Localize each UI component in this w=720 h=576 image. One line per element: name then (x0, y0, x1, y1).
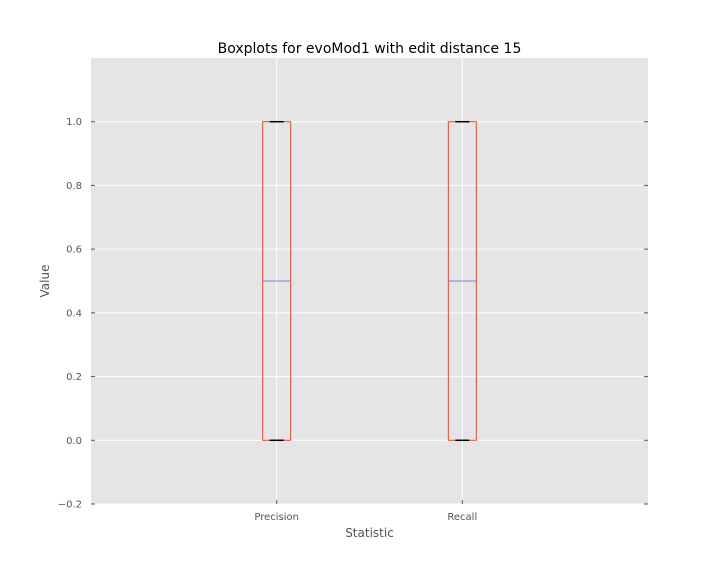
y-tick-label: −0.2 (58, 500, 82, 511)
y-tick-label: 0.8 (66, 181, 82, 192)
box-precision (262, 120, 292, 442)
y-tick-label: 0.4 (66, 308, 82, 319)
x-axis-ticks: Precision Recall (254, 500, 477, 523)
y-axis-ticks: −0.2 0.0 0.2 0.4 0.6 0.8 1.0 (58, 117, 648, 511)
y-tick-label: 1.0 (66, 117, 82, 128)
chart-title: Boxplots for evoMod1 with edit distance … (218, 41, 522, 57)
y-tick-label: 0.2 (66, 372, 82, 383)
y-tick-label: 0.6 (66, 245, 82, 256)
box-recall (447, 120, 477, 442)
y-axis-label: Value (38, 265, 52, 298)
x-tick-label: Recall (447, 512, 477, 523)
y-tick-label: 0.0 (66, 436, 82, 447)
boxes (262, 120, 477, 442)
x-axis-label: Statistic (345, 526, 394, 540)
plot-area (91, 58, 648, 504)
x-tick-label: Precision (254, 512, 299, 523)
